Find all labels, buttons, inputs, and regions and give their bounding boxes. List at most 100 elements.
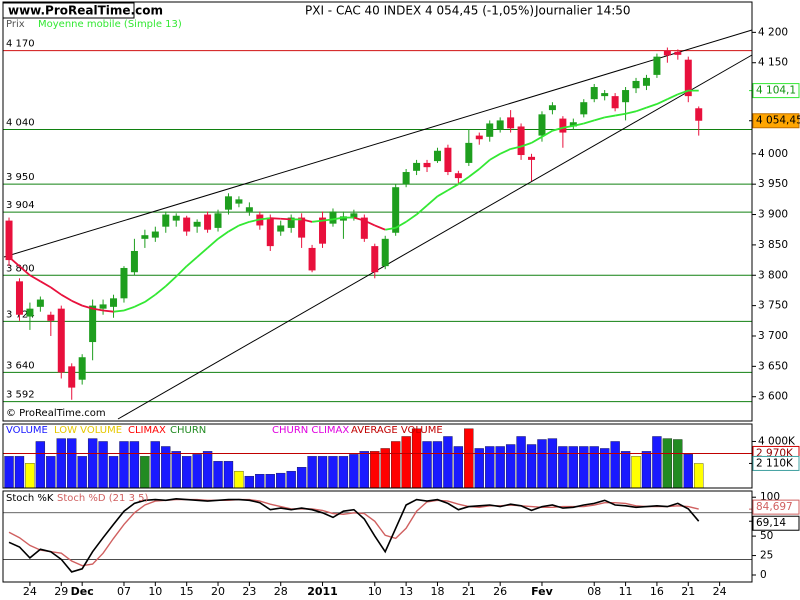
volume-bar [14,456,25,489]
moving-average [635,106,647,113]
level-label: 4 040 [6,118,35,129]
candle-body [684,59,692,97]
moving-average [531,136,543,144]
moving-average [332,216,344,221]
candle-body [15,281,23,315]
candle-body [507,117,515,129]
y-tick-label: 3 600 [758,391,788,403]
moving-average [280,217,292,221]
candle-body [26,308,34,317]
volume-bar [568,446,578,489]
level-label: 3 950 [6,172,35,183]
candle-body [548,105,556,111]
x-tick-label: 24 [713,585,727,598]
volume-bar [56,438,66,489]
volume-bar [401,436,411,489]
volume-bar [526,444,537,489]
volume-bar [46,456,56,489]
volume-bar [579,446,589,489]
candle-body [120,267,128,299]
moving-average [510,145,522,150]
moving-average [228,224,240,233]
candle-body [663,50,671,56]
volume-bar [338,456,349,489]
moving-average [646,103,658,109]
moving-average [60,293,73,302]
volume-bar [108,456,119,489]
volume-bar [547,438,558,489]
trend-line [117,54,753,420]
volume-bar [161,446,171,489]
volume-bar [391,441,401,489]
value-box [752,113,800,129]
legend-entry: Stoch %D (21 3 5) [57,493,148,504]
value-box-label: 69,14 [756,517,786,529]
candle-body [653,56,661,75]
x-tick-label: 07 [117,585,131,598]
candle-body [475,135,483,140]
moving-average [71,299,83,307]
level-label: 3 724 [6,309,35,320]
candle-body [538,114,546,136]
moving-average [249,218,261,223]
moving-average [102,309,114,313]
volume-bar [182,456,192,489]
moving-average [656,98,668,105]
moving-average [405,213,418,223]
candle-body [193,221,201,227]
candle-body [5,220,13,261]
volume-bar [244,475,255,489]
candle-body [611,96,619,109]
y-tick-label: 4 200 [758,26,788,38]
moving-average [134,301,146,308]
moving-average [175,265,188,278]
candle-body [245,207,253,212]
stochastic-line [8,498,699,567]
moving-average [395,221,407,229]
site: www.ProRealTime.com [8,4,163,18]
value-box-label: 84,697 [756,501,793,513]
legend-entry: CHURN CLIMAX [272,425,349,436]
price-panel [2,1,753,422]
y-tick-label: 3 750 [758,300,788,312]
volume-bar [171,451,181,489]
moving-average [123,305,135,312]
candle-body [47,314,55,321]
moving-average [625,110,637,115]
y-tick-label: 50 [760,530,773,542]
moving-average [50,286,62,296]
moving-average [29,274,41,283]
candle-body [68,366,76,388]
moving-average [196,247,209,258]
volume-bar [129,441,140,489]
candle-body [130,250,138,273]
volume-bar [464,428,474,489]
volume-bar [673,439,683,489]
y-tick-label: 25 [760,550,773,562]
moving-average [573,122,584,127]
candle-body [517,126,525,156]
volume-bar [589,446,599,489]
volume-bar [98,441,108,489]
axis-title: Prix [6,19,25,30]
volume-bar [370,451,380,489]
legend-entry: CLIMAX [128,425,166,436]
stochastic-panel [2,490,753,583]
chart-title: PXI - CAC 40 INDEX [305,4,421,18]
volume-bar [662,438,673,489]
x-tick-label: 24 [23,585,37,598]
candle-body [622,90,630,103]
x-tick-label: 21 [462,585,476,598]
x-tick-label: 13 [399,585,413,598]
moving-average [677,89,689,96]
y-tick-label: 3 950 [758,178,788,190]
level-label: 3 904 [6,200,35,211]
x-tick-label: 23 [242,585,256,598]
candle-body [110,298,118,307]
candle-body [78,357,86,380]
moving-average [322,218,334,222]
candle-body [590,87,598,100]
candle-body [601,93,609,97]
moving-average [238,220,250,227]
